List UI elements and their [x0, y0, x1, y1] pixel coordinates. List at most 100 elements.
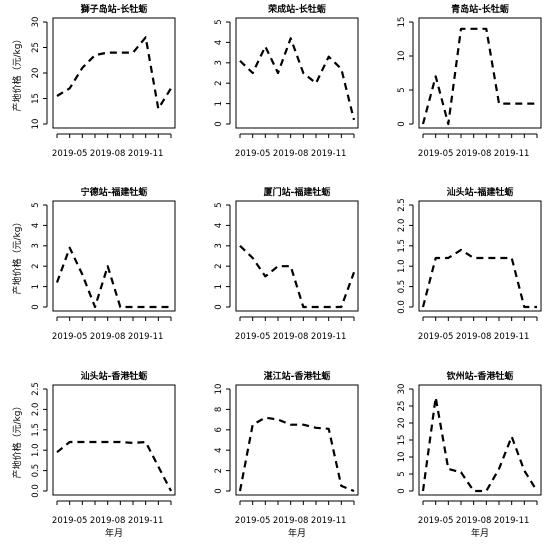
- x-axis-title: 年月: [105, 527, 123, 539]
- y-tick-label: 5: [31, 202, 41, 207]
- y-tick-label: 4: [214, 447, 224, 452]
- y-tick-label: 10: [397, 51, 407, 62]
- y-tick-label: 10: [397, 452, 407, 463]
- y-tick-label: 0: [31, 304, 41, 309]
- y-tick-label: 5: [214, 202, 224, 207]
- y-tick-label: 25: [397, 401, 407, 412]
- panel-7: 汕头站-香港牡蛎 0.0 0.5 1.0 1.5 2.0 2.5 2019-05 2019-08…: [11, 370, 176, 539]
- y-tick-label: 6: [214, 427, 224, 432]
- y-tick-label: 0: [214, 121, 224, 126]
- panel-9: 钦州站-香港牡蛎 0 5 10 15 20 25 30 2019-05 2019-08 2019-1…: [397, 370, 542, 539]
- y-tick-label: 1.5: [397, 239, 407, 253]
- series-line: [421, 396, 538, 493]
- plot-frame: [418, 200, 542, 312]
- y-tick-label: 2.5: [397, 198, 407, 212]
- panel-title: 湛江站-香港牡蛎: [264, 370, 331, 382]
- panel-4: 宁德站-福建牡蛎 0 1 2 3 4 5 2019-05 2019-08 2019-11 产地价格（…: [11, 186, 176, 342]
- x-tick-label: 2019-11: [311, 332, 347, 342]
- y-tick-label: 4: [214, 223, 224, 228]
- series-line: [56, 440, 172, 492]
- series-line: [239, 245, 356, 309]
- panel-8: 湛江站-香港牡蛎 0 2 4 6 8 10 2019-05 2019-08 2019-11 年月: [214, 370, 359, 539]
- x-tick-label: 2019-08: [456, 516, 492, 526]
- y-tick-label: 20: [31, 68, 41, 79]
- y-tick-label: 2: [31, 263, 41, 268]
- y-tick-label: 3: [31, 243, 41, 248]
- x-tick-label: 2019-05: [418, 149, 454, 159]
- x-tick-label: 2019-08: [273, 149, 309, 159]
- y-tick-label: 0.5: [31, 464, 41, 478]
- y-axis-title: 产地价格（元/kg）: [11, 35, 23, 112]
- x-tick-label: 2019-11: [494, 516, 530, 526]
- x-axis-title: 年月: [471, 527, 489, 539]
- y-tick-label: 10: [214, 384, 224, 395]
- plot-frame: [235, 200, 359, 312]
- x-tick-label: 2019-05: [235, 332, 271, 342]
- y-tick-label: 8: [214, 407, 224, 412]
- y-tick-label: 0.0: [31, 484, 41, 498]
- y-tick-label: 5: [214, 19, 224, 24]
- x-tick-label: 2019-08: [456, 149, 492, 159]
- panel-title: 荣成站-长牡蛎: [267, 3, 326, 15]
- x-tick-label: 2019-05: [52, 516, 88, 526]
- x-tick-label: 2019-08: [456, 332, 492, 342]
- y-tick-label: 1.0: [397, 259, 407, 273]
- plot-frame: [235, 384, 359, 496]
- plot-frame: [52, 384, 176, 496]
- y-tick-label: 0: [397, 488, 407, 493]
- panel-title: 青岛站-长牡蛎: [451, 3, 509, 15]
- y-tick-label: 15: [31, 93, 41, 104]
- y-tick-label: 15: [397, 435, 407, 446]
- plot-frame: [235, 17, 359, 129]
- y-tick-label: 2.0: [397, 219, 407, 233]
- series-line: [421, 27, 537, 126]
- y-axis-title: 产地价格（元/kg）: [11, 218, 23, 295]
- series-line: [56, 36, 172, 110]
- y-tick-label: 5: [397, 87, 407, 92]
- panel-title: 钦州站-香港牡蛎: [447, 370, 514, 382]
- y-axis-title: 产地价格（元/kg）: [11, 402, 23, 479]
- y-tick-label: 4: [214, 40, 224, 45]
- series-line: [55, 246, 171, 309]
- y-tick-label: 4: [31, 223, 41, 228]
- x-tick-label: 2019-08: [90, 149, 126, 159]
- panel-title: 汕头站-福建牡蛎: [447, 186, 514, 198]
- panel-1: 獅子岛站-长牡蛎 10 15 20 25 30 2019-05 2019-08 2019-11 产…: [11, 3, 176, 159]
- x-tick-label: 2019-05: [52, 149, 88, 159]
- x-tick-label: 2019-11: [311, 149, 347, 159]
- y-tick-label: 0.0: [397, 300, 407, 314]
- y-tick-label: 2.0: [31, 403, 41, 417]
- y-tick-label: 3: [214, 60, 224, 65]
- x-tick-label: 2019-05: [235, 149, 271, 159]
- x-tick-label: 2019-11: [128, 149, 164, 159]
- y-tick-label: 2: [214, 80, 224, 85]
- panel-title: 厦门站-福建牡蛎: [264, 186, 331, 198]
- panel-2: 荣成站-长牡蛎 0 1 2 3 4 5 2019-05 2019-08 2019-11: [214, 3, 359, 159]
- series-line: [239, 37, 356, 121]
- x-tick-label: 2019-05: [418, 332, 454, 342]
- y-tick-label: 0: [214, 488, 224, 493]
- panel-6: 汕头站-福建牡蛎 0.0 0.5 1.0 1.5 2.0 2.5 2019-05 2019-08…: [397, 186, 542, 342]
- y-tick-label: 2: [214, 263, 224, 268]
- y-tick-label: 0: [397, 121, 407, 126]
- series-line: [238, 416, 355, 493]
- plot-frame: [52, 200, 176, 312]
- panel-3: 青岛站-长牡蛎 0 5 10 15 2019-05 2019-08 2019-11: [397, 3, 542, 159]
- y-tick-label: 25: [31, 42, 41, 53]
- plot-frame: [418, 384, 542, 496]
- y-tick-label: 1.5: [31, 423, 41, 437]
- x-tick-label: 2019-05: [235, 516, 271, 526]
- y-tick-label: 0.5: [397, 280, 407, 294]
- y-tick-label: 0: [214, 304, 224, 309]
- y-tick-label: 1: [31, 284, 41, 289]
- x-tick-label: 2019-11: [494, 149, 530, 159]
- x-tick-label: 2019-11: [311, 516, 347, 526]
- y-tick-label: 3: [214, 243, 224, 248]
- panel-title: 獅子岛站-长牡蛎: [80, 3, 148, 15]
- y-tick-label: 2.5: [31, 382, 41, 396]
- y-tick-label: 1: [214, 101, 224, 106]
- x-tick-label: 2019-08: [273, 332, 309, 342]
- x-tick-label: 2019-08: [90, 332, 126, 342]
- panel-5: 厦门站-福建牡蛎 0 1 2 3 4 5 2019-05 2019-08 2019-11: [214, 186, 359, 342]
